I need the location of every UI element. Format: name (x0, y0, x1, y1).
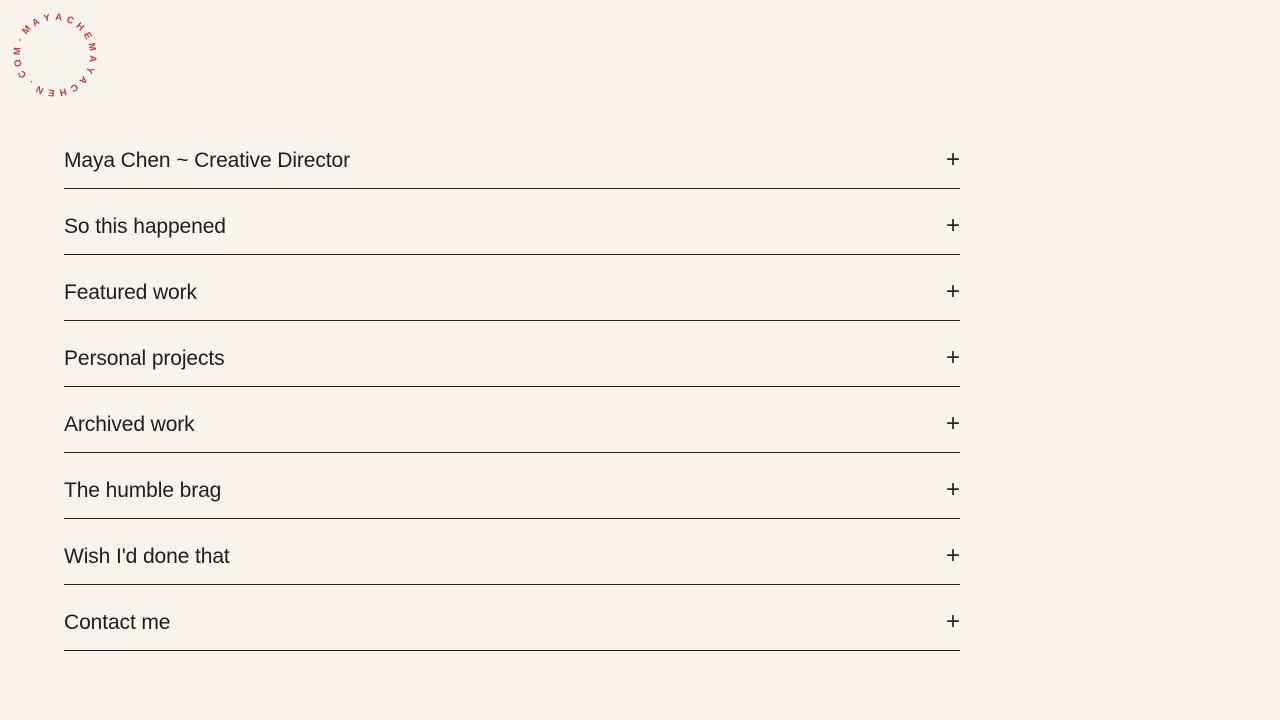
accordion-item-label: Personal projects (64, 346, 225, 370)
accordion-item[interactable]: Wish I'd done that + (64, 519, 960, 585)
plus-icon[interactable]: + (945, 475, 960, 503)
accordion-menu: Maya Chen ~ Creative Director + So this … (64, 123, 960, 651)
circular-logo[interactable]: M A Y A C H E M A Y A C H E N. C O M · (0, 0, 110, 110)
accordion-item[interactable]: So this happened + (64, 189, 960, 255)
accordion-item[interactable]: Maya Chen ~ Creative Director + (64, 123, 960, 189)
accordion-item-label: Contact me (64, 610, 171, 634)
plus-icon[interactable]: + (945, 211, 960, 239)
accordion-item[interactable]: Personal projects + (64, 321, 960, 387)
logo-letter: O (12, 57, 25, 68)
plus-icon[interactable]: + (945, 277, 960, 305)
plus-icon[interactable]: + (945, 607, 960, 635)
accordion-item[interactable]: Featured work + (64, 255, 960, 321)
accordion-item-label: Featured work (64, 280, 197, 304)
plus-icon[interactable]: + (945, 145, 960, 173)
accordion-item[interactable]: The humble brag + (64, 453, 960, 519)
plus-icon[interactable]: + (945, 343, 960, 371)
accordion-item-label: So this happened (64, 214, 226, 238)
accordion-item[interactable]: Archived work + (64, 387, 960, 453)
plus-icon[interactable]: + (945, 541, 960, 569)
accordion-item-label: Wish I'd done that (64, 544, 230, 568)
accordion-item-label: Maya Chen ~ Creative Director (64, 148, 350, 172)
accordion-item-label: The humble brag (64, 478, 222, 502)
plus-icon[interactable]: + (945, 409, 960, 437)
accordion-item[interactable]: Contact me + (64, 585, 960, 651)
accordion-item-label: Archived work (64, 412, 195, 436)
